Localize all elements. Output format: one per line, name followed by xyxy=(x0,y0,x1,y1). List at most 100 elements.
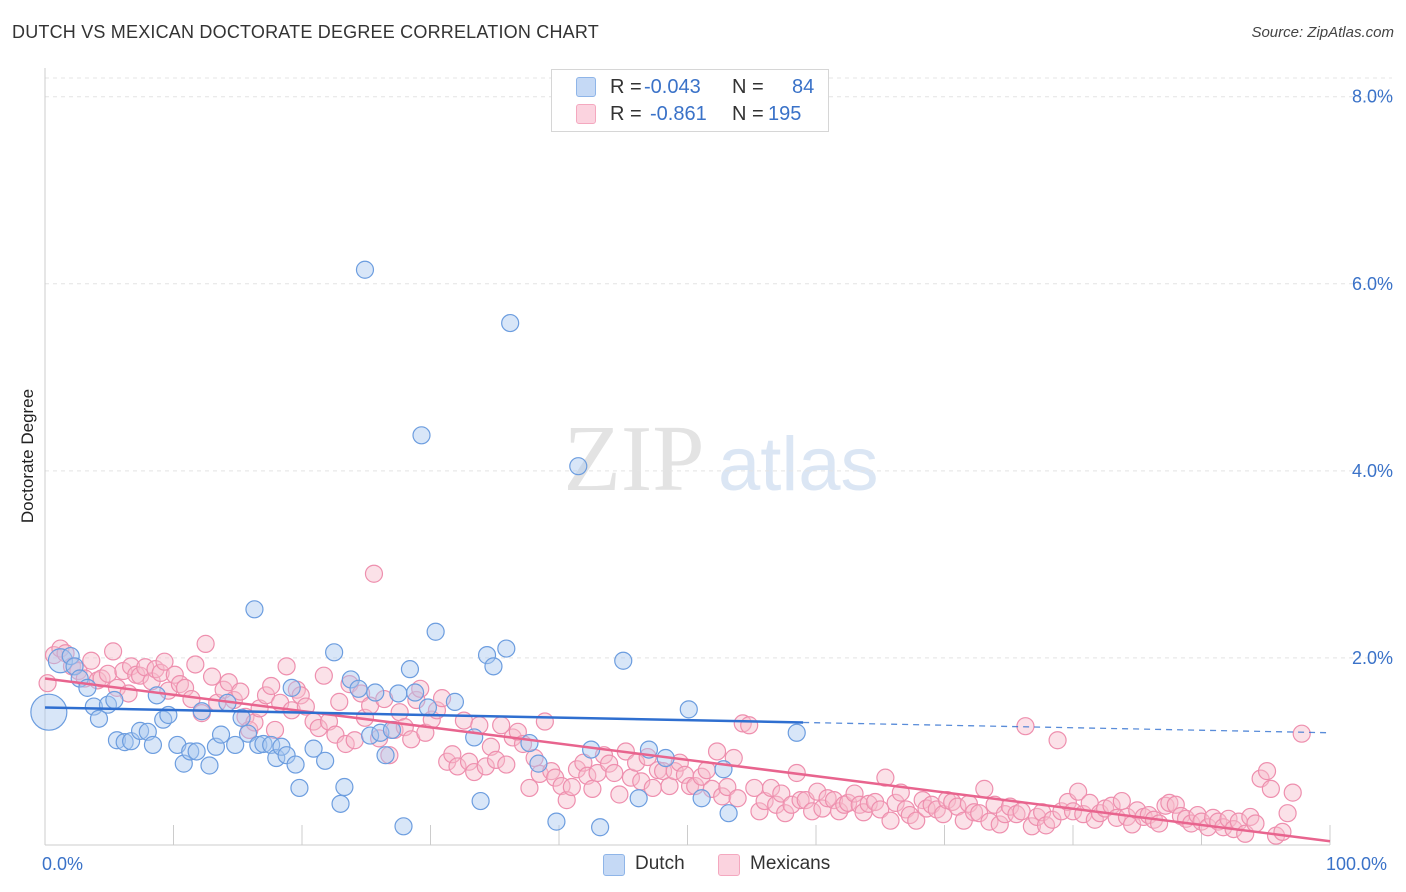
mexicans-point xyxy=(913,791,932,810)
mexicans-point xyxy=(818,789,837,808)
dutch-point xyxy=(316,751,335,770)
mexicans-point xyxy=(702,779,722,798)
mexicans-point xyxy=(1292,724,1311,743)
mexicans-point xyxy=(990,815,1009,834)
dutch-point xyxy=(349,679,368,698)
mexicans-point xyxy=(610,785,629,804)
dutch-point xyxy=(501,313,520,333)
mexicans-point xyxy=(907,811,926,830)
mexicans-point xyxy=(975,779,994,798)
dutch-point xyxy=(282,678,301,697)
dutch-point xyxy=(692,789,711,808)
y-tick-label: 8.0% xyxy=(1352,87,1393,107)
mexicans-point xyxy=(1012,802,1031,821)
trend-lines xyxy=(44,677,1331,843)
mexicans-point xyxy=(364,564,384,583)
mexicans-point xyxy=(713,787,732,806)
mexicans-point xyxy=(782,795,801,814)
mexicans-point xyxy=(309,718,328,738)
dutch-point xyxy=(520,733,539,753)
mexicans-point xyxy=(839,793,858,813)
dutch-point xyxy=(335,777,354,797)
mexicans-point xyxy=(583,779,602,798)
dutch-point xyxy=(130,721,150,740)
dutch-point xyxy=(484,657,503,676)
mexicans-point xyxy=(1022,817,1041,836)
mexicans-point xyxy=(196,634,215,653)
mexicans-point xyxy=(256,686,276,705)
dutch-point xyxy=(200,756,219,775)
mexicans-point xyxy=(345,731,364,750)
legend-swatch-dutch xyxy=(576,77,596,97)
dutch-point xyxy=(371,723,390,742)
legend-r-value-mexicans: -0.861 xyxy=(650,103,707,125)
dutch-point xyxy=(418,698,438,717)
mexicans-point xyxy=(98,664,118,683)
dutch-point xyxy=(547,812,566,831)
mexicans-point xyxy=(1283,783,1302,802)
dutch-point xyxy=(569,457,588,476)
mexicans-point xyxy=(1160,793,1179,813)
mexicans-point xyxy=(459,752,479,771)
mexicans-point xyxy=(535,712,554,731)
dutch-point xyxy=(614,651,633,670)
dutch-point xyxy=(412,426,431,445)
bottom-legend-swatch-dutch xyxy=(603,854,625,876)
mexicans-point xyxy=(476,757,495,776)
mexicans-point xyxy=(803,802,822,821)
legend-n-value-dutch: 84 xyxy=(792,76,815,98)
mexicans-point xyxy=(416,723,435,742)
mexicans-point xyxy=(486,750,506,769)
legend-r-label-dutch: R = xyxy=(610,76,642,98)
dutch-point xyxy=(245,600,264,619)
mexicans-point xyxy=(202,667,222,686)
mexicans-point xyxy=(520,778,539,798)
mexicans-point xyxy=(1278,804,1297,823)
mexicans-point xyxy=(707,742,727,761)
mexicans-point xyxy=(186,655,205,674)
chart-title: DUTCH VS MEXICAN DOCTORATE DEGREE CORREL… xyxy=(12,22,599,42)
dutch-point xyxy=(254,734,273,754)
legend-n-value-mexicans: 195 xyxy=(768,103,802,125)
dutch-point xyxy=(591,818,610,837)
mexicans-point xyxy=(314,666,333,685)
x-tick-label-min: 0.0% xyxy=(42,854,84,874)
mexicans-point xyxy=(38,674,57,693)
dutch-point xyxy=(426,622,445,641)
dutch-point xyxy=(61,646,80,666)
mexicans-point xyxy=(718,777,737,797)
dutch-point xyxy=(629,789,648,808)
mexicans-point xyxy=(750,802,769,821)
dutch-point xyxy=(394,817,413,836)
dutch-point xyxy=(341,670,360,689)
mexicans-point xyxy=(448,757,467,776)
dutch-point xyxy=(325,643,344,662)
mexicans-point xyxy=(1246,814,1265,833)
watermark-atlas: atlas xyxy=(718,422,879,507)
mexicans-point xyxy=(1273,822,1292,842)
dutch-point xyxy=(211,725,231,744)
mexicans-point xyxy=(231,682,250,701)
legend-r-label-mexicans: R = xyxy=(610,103,642,125)
mexicans-point xyxy=(845,784,864,803)
dutch-point xyxy=(445,692,465,711)
bottom-legend-label-dutch: Dutch xyxy=(635,853,685,874)
mexicans-point xyxy=(964,803,984,822)
mexicans-point xyxy=(1007,805,1026,824)
dutch-trend-line xyxy=(44,706,804,724)
mexicans-point xyxy=(643,778,662,798)
dutch-point xyxy=(226,735,245,755)
mexicans-point xyxy=(605,763,624,783)
dutch-point xyxy=(143,735,163,755)
mexicans-point xyxy=(791,791,810,810)
mexicans-point xyxy=(886,793,905,813)
dutch-point xyxy=(121,732,141,751)
mexicans-point xyxy=(871,800,890,819)
stats-legend: R = -0.043 N = 84 R = -0.861 N = 195 xyxy=(551,69,829,132)
mexicans-point xyxy=(761,778,781,798)
dutch-point xyxy=(238,724,258,743)
dutch-point xyxy=(267,748,286,768)
mexicans-point xyxy=(336,734,355,754)
legend-n-label-mexicans: N = xyxy=(732,103,764,125)
mexicans-point xyxy=(1112,791,1131,811)
